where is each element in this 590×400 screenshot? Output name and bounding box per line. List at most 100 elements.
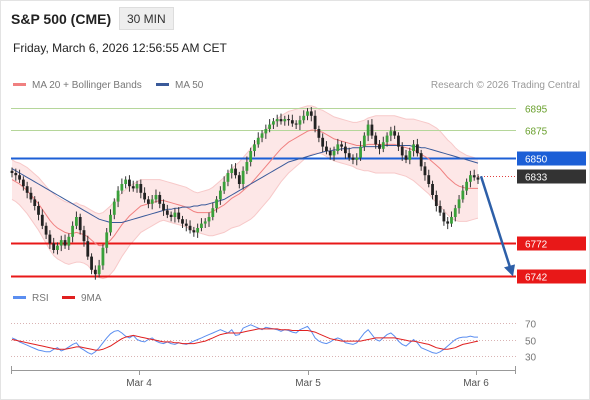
candle-body [218, 190, 222, 200]
legend-item-ma50: MA 50 [156, 80, 203, 91]
price-tag-6850 [517, 151, 586, 166]
candle-body [37, 206, 40, 215]
rsi-panel-group: 70 50 30 [11, 320, 537, 364]
candle-body [298, 120, 302, 125]
candle-body [184, 223, 188, 226]
candle-body [374, 135, 378, 145]
candle-body [385, 135, 389, 143]
bollinger-band-fill [12, 105, 478, 279]
candle-body [469, 175, 472, 182]
rsi-tick-30: 30 [525, 353, 537, 364]
candle-body [128, 179, 131, 187]
candle-body [427, 175, 431, 184]
candle-body [325, 146, 328, 151]
candle-body [112, 201, 116, 215]
x-tick-label-2: Mar 6 [463, 378, 489, 389]
timeframe-badge[interactable]: 30 MIN [119, 7, 174, 30]
legend-label-ma50: MA 50 [175, 80, 204, 91]
candle-body [279, 119, 283, 122]
candle-body [67, 236, 71, 246]
candle-body [93, 269, 97, 275]
candle-body [419, 153, 423, 167]
candle-body [150, 199, 154, 204]
candle-body [25, 186, 29, 193]
candle-body [143, 192, 147, 200]
candle-body [408, 151, 412, 160]
candle-body [230, 168, 234, 173]
candle-body [328, 151, 332, 156]
candle-body [381, 142, 385, 149]
candle-body [207, 217, 211, 222]
candle-body [476, 177, 480, 180]
ma50-swatch [156, 82, 169, 86]
rsi-tick-70: 70 [525, 320, 537, 331]
candle-body [234, 168, 237, 176]
candle-body [48, 234, 52, 244]
candle-body [453, 208, 457, 217]
bollinger-upper-line [11, 105, 479, 215]
candle-body [101, 247, 105, 266]
candle-body [412, 144, 415, 151]
candle-body [268, 124, 272, 129]
chart-header: S&P 500 (CME) 30 MIN [0, 0, 590, 36]
candle-body [165, 210, 169, 215]
candle-body [253, 144, 256, 151]
level-label-6875: 6875 [525, 127, 548, 138]
candle-body [158, 195, 162, 204]
candle-body [465, 181, 469, 191]
price-tag-label-6850: 6850 [525, 155, 548, 166]
candle-body [264, 129, 268, 134]
candle-body [97, 265, 101, 275]
candle-body [40, 214, 44, 226]
candle-body [241, 170, 245, 184]
candle-body [78, 217, 82, 231]
candle-body [29, 192, 33, 200]
candle-body [423, 166, 427, 176]
candle-body [294, 123, 298, 125]
candle-body [181, 219, 184, 224]
candle-body [256, 137, 260, 145]
candle-body [203, 221, 207, 224]
forecast-arrow-line [479, 175, 513, 271]
candle-body [313, 115, 317, 129]
candle-body [120, 184, 124, 191]
candle-body [450, 217, 453, 224]
candle-body [237, 175, 241, 184]
price-tag-label-6772: 6772 [525, 240, 548, 251]
legend-item-9ma: 9MA [62, 293, 102, 304]
candle-body [109, 214, 112, 233]
candle-body [226, 173, 230, 182]
legend-label-9ma: 9MA [81, 293, 102, 304]
rsi-series-rsi [11, 324, 478, 355]
candle-body [196, 228, 200, 233]
copyright-text: Research © 2026 Trading Central [430, 80, 580, 91]
candle-body [14, 173, 18, 176]
bollinger-lower-line [11, 152, 479, 280]
candle-body [18, 175, 21, 180]
candle-body [173, 212, 177, 217]
bollinger-band-group [11, 105, 479, 280]
level-label-6895: 6895 [525, 105, 548, 116]
candle-body [59, 240, 63, 246]
candle-body [135, 184, 139, 189]
candle-body [306, 111, 309, 116]
candle-body [63, 240, 67, 246]
candle-body [116, 190, 120, 202]
price-tag-6772 [517, 236, 586, 251]
candle-body [370, 124, 374, 136]
candle-body [211, 208, 215, 217]
legend-label-rsi: RSI [32, 293, 49, 304]
candle-body [290, 120, 294, 124]
candle-body [188, 225, 192, 231]
candle-body [169, 214, 173, 217]
forecast-arrow-head [504, 264, 515, 277]
candle-body [389, 131, 393, 136]
candle-body [56, 245, 59, 250]
candle-body [131, 186, 135, 189]
candle-body [446, 221, 450, 224]
candle-body [317, 129, 321, 138]
candle-body [86, 241, 90, 257]
legend-label-bollinger: MA 20 + Bollinger Bands [32, 80, 142, 91]
candle-body [461, 190, 465, 200]
